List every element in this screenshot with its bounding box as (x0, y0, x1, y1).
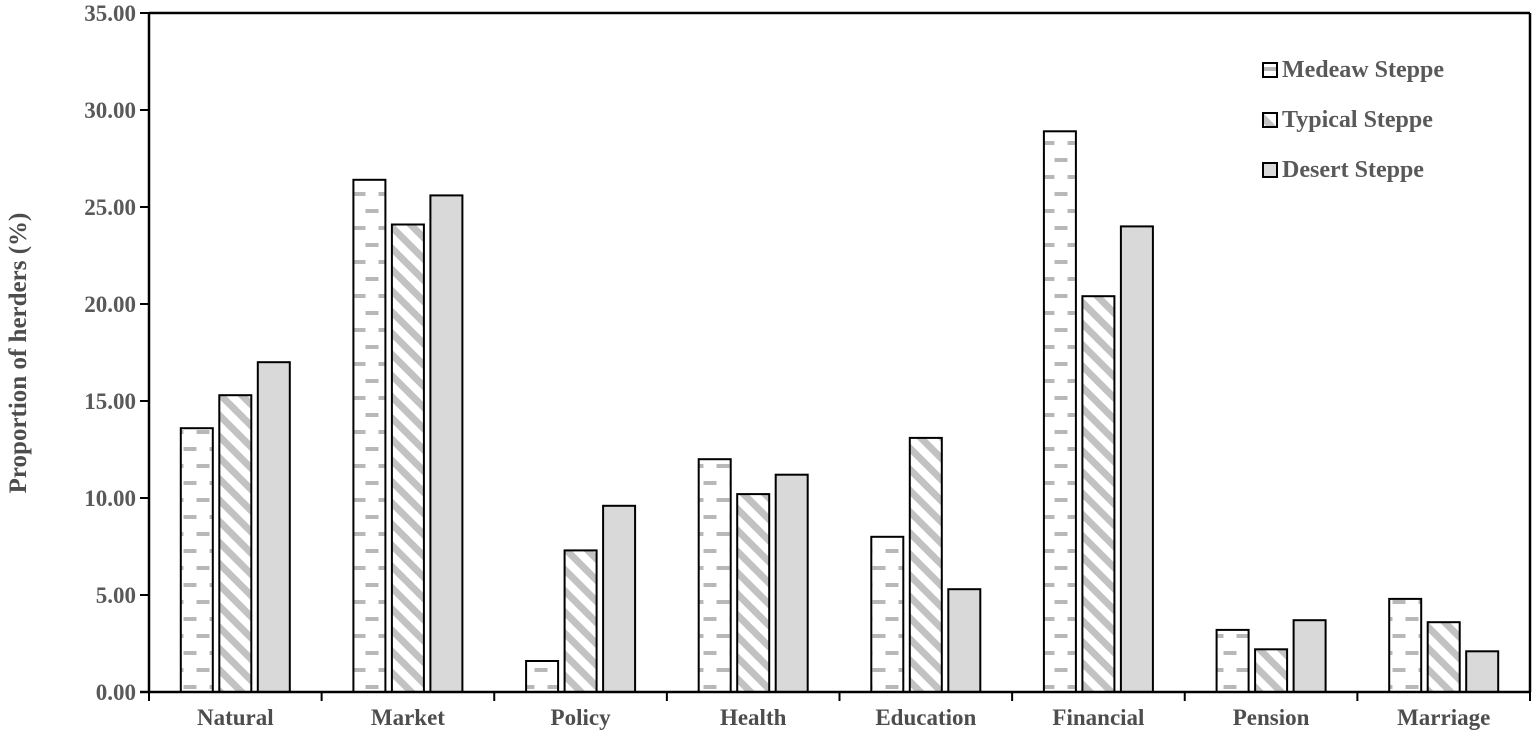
bar-typical-steppe-financial (1081, 295, 1116, 693)
axis-labels: 0.00 5.00 10.00 15.00 20.00 25.00 30.00 35.00 Na… (84, 1, 1490, 730)
legend-swatch-icon (1262, 162, 1278, 178)
bar-typical-steppe-natural (218, 394, 253, 693)
bar-medeaw-steppe-marriage (1388, 597, 1423, 694)
y-tick-label: 0.00 (96, 680, 136, 705)
y-axis-title: Proportion of herders (%) (5, 213, 32, 494)
bar-desert-steppe-financial (1119, 225, 1154, 693)
y-tick-label: 30.00 (84, 98, 136, 123)
bar-desert-steppe-education (947, 588, 982, 694)
bar-desert-steppe-market (429, 194, 464, 693)
bar-medeaw-steppe-education (870, 535, 905, 693)
x-category-label: Financial (1052, 705, 1144, 730)
legend-swatch-icon (1262, 62, 1278, 78)
x-category-label: Pension (1233, 705, 1310, 730)
bar-medeaw-steppe-policy (525, 660, 560, 693)
y-tick-label: 5.00 (96, 583, 136, 608)
bar-typical-steppe-pension (1254, 648, 1289, 693)
legend-swatch-icon (1262, 112, 1278, 128)
x-category-label: Market (371, 705, 445, 730)
bars-layer (179, 130, 1500, 694)
y-tick-label: 15.00 (84, 389, 136, 414)
legend-item-desert-steppe: Desert Steppe (1262, 157, 1444, 183)
bar-medeaw-steppe-natural (179, 427, 214, 693)
bar-desert-steppe-marriage (1465, 650, 1500, 693)
bar-typical-steppe-education (908, 436, 943, 693)
bar-desert-steppe-policy (602, 504, 637, 693)
y-tick-label: 10.00 (84, 486, 136, 511)
bar-desert-steppe-health (774, 473, 809, 694)
bar-typical-steppe-marriage (1426, 621, 1461, 694)
x-category-label: Health (720, 705, 787, 730)
x-category-label: Policy (551, 705, 612, 730)
axes (140, 11, 1532, 701)
bar-medeaw-steppe-financial (1042, 130, 1077, 694)
x-category-label: Marriage (1397, 705, 1490, 730)
legend-item-medeaw-steppe: Medeaw Steppe (1262, 57, 1444, 83)
legend-label: Medeaw Steppe (1282, 57, 1444, 83)
x-category-label: Education (875, 705, 976, 730)
y-tick-label: 35.00 (84, 1, 136, 26)
bar-desert-steppe-pension (1292, 619, 1327, 694)
bar-typical-steppe-policy (563, 549, 598, 694)
bar-medeaw-steppe-market (352, 178, 387, 694)
legend: Medeaw Steppe Typical Steppe Desert Steppe (1262, 57, 1444, 207)
bar-typical-steppe-market (390, 223, 425, 693)
bar-medeaw-steppe-pension (1215, 628, 1250, 694)
legend-label: Typical Steppe (1282, 107, 1433, 133)
bar-typical-steppe-health (736, 493, 771, 693)
y-tick-label: 25.00 (84, 195, 136, 220)
x-category-label: Natural (197, 705, 274, 730)
legend-label: Desert Steppe (1282, 157, 1424, 183)
legend-item-typical-steppe: Typical Steppe (1262, 107, 1444, 133)
y-tick-label: 20.00 (84, 292, 136, 317)
bar-medeaw-steppe-health (697, 458, 732, 694)
bar-desert-steppe-natural (256, 361, 291, 693)
